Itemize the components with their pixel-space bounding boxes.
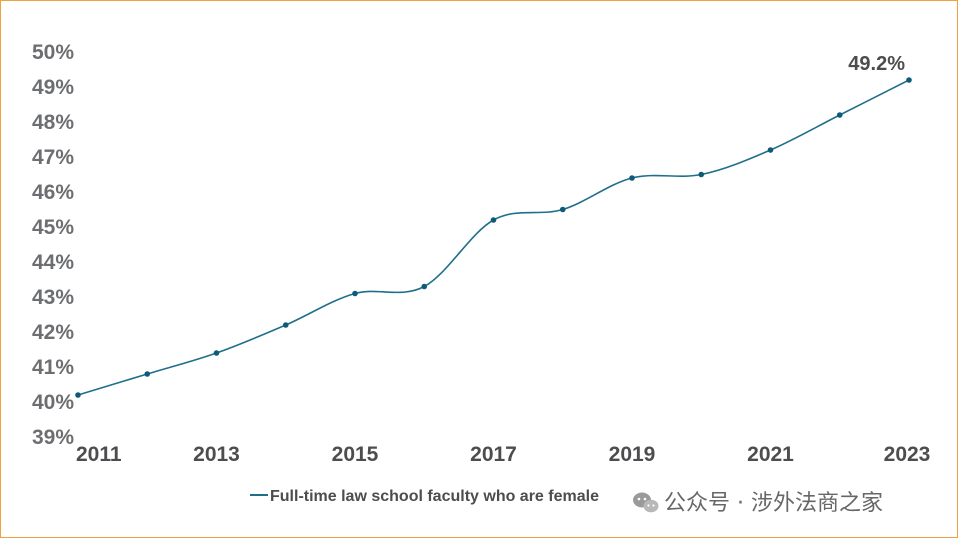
- y-tick-label: 49%: [32, 76, 74, 99]
- data-point: [144, 371, 151, 377]
- series-line: [77, 79, 910, 396]
- y-tick-label: 46%: [32, 181, 74, 204]
- y-tick-label: 42%: [32, 321, 74, 344]
- y-axis-ticks: 39% 40% 41% 42% 43% 44% 45% 46% 47% 48% 49% 50%: [32, 41, 74, 449]
- data-point: [75, 392, 81, 398]
- x-tick-label: 2023: [884, 443, 931, 466]
- x-tick-label: 2013: [193, 443, 240, 466]
- data-point: [421, 283, 428, 290]
- x-axis-ticks: 2011 2013 2015 2017 2019 2021 2023: [76, 443, 930, 466]
- y-tick-label: 50%: [32, 41, 74, 64]
- data-point: [490, 217, 497, 223]
- y-tick-label: 48%: [32, 111, 74, 134]
- y-tick-label: 43%: [32, 286, 74, 309]
- data-point: [629, 175, 635, 181]
- wechat-icon: [633, 492, 659, 513]
- data-label: 49.2%: [848, 53, 905, 75]
- watermark-text: 公众号 · 涉外法商之家: [664, 491, 883, 516]
- data-point: [906, 77, 912, 83]
- y-tick-label: 45%: [32, 216, 74, 239]
- y-tick-label: 39%: [32, 426, 74, 449]
- series-layer: [77, 79, 910, 396]
- x-tick-label: 2011: [76, 443, 122, 466]
- data-labels: 49.2%: [848, 53, 905, 75]
- legend-label: Full-time law school faculty who are fem…: [270, 488, 599, 505]
- data-point: [559, 206, 566, 213]
- data-point: [698, 171, 705, 178]
- points-layer: [75, 77, 912, 398]
- x-tick-label: 2015: [332, 443, 379, 466]
- y-tick-label: 41%: [32, 356, 74, 379]
- y-tick-label: 47%: [32, 146, 74, 169]
- data-point: [282, 322, 289, 328]
- data-point: [767, 147, 774, 153]
- x-tick-label: 2019: [609, 443, 656, 466]
- x-tick-label: 2021: [747, 443, 794, 466]
- legend: Full-time law school faculty who are fem…: [250, 488, 599, 505]
- watermark: 公众号 · 涉外法商之家: [633, 491, 883, 516]
- y-tick-label: 44%: [32, 251, 74, 274]
- y-tick-label: 40%: [32, 391, 74, 414]
- x-tick-label: 2017: [470, 443, 517, 466]
- data-point: [352, 290, 358, 297]
- data-point: [213, 350, 220, 356]
- data-point: [836, 112, 843, 118]
